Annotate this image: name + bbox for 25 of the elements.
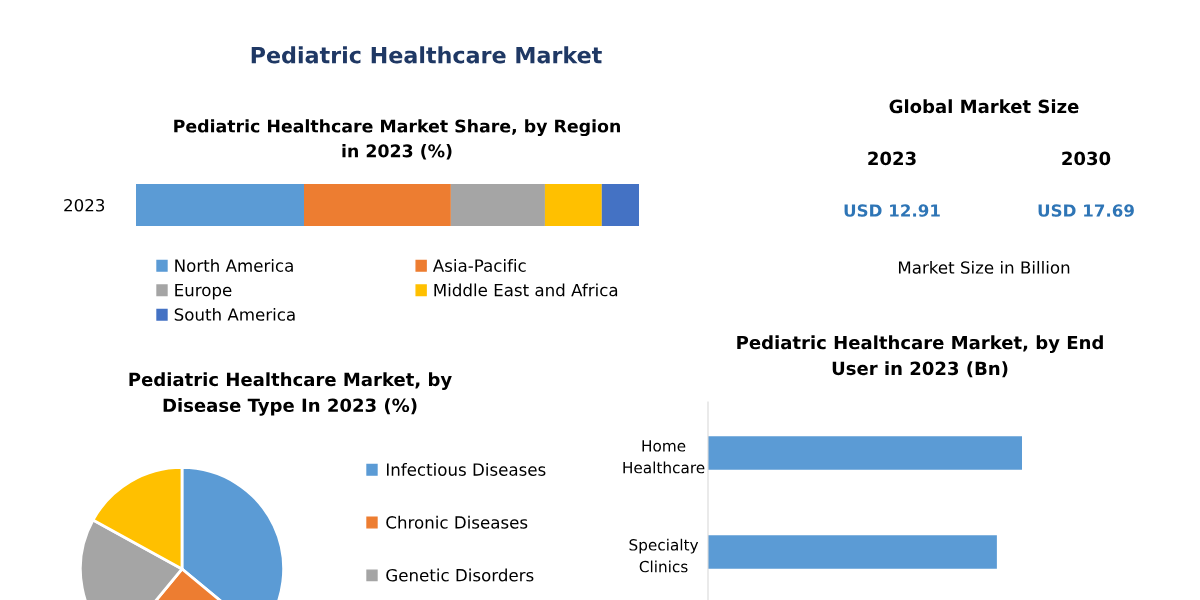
chart-title: Pediatric Healthcare Market, by End User in 2023 (Bn) xyxy=(737,335,1103,378)
legend-label: Genetic Disorders xyxy=(386,568,534,582)
chart-title: Pediatric Healthcare Market, by Disease Type In 2023 (%) xyxy=(129,372,452,416)
legend-label: Chronic Diseases xyxy=(386,515,528,529)
text: Global Market Size xyxy=(889,99,1079,114)
legend-label: Infectious Diseases xyxy=(386,463,546,476)
text: USD 12.91 xyxy=(844,204,940,217)
y-tick-label: Home Healthcare xyxy=(623,440,705,474)
legend-label: Asia-Pacific xyxy=(432,259,526,272)
text: Pediatric Healthcare Market xyxy=(251,46,602,64)
bar xyxy=(601,184,639,226)
legend-label: South America xyxy=(174,307,295,321)
legend-label: Europe xyxy=(175,283,232,300)
text: Market Size in Billion xyxy=(898,260,1070,274)
bar xyxy=(304,184,451,226)
bar xyxy=(544,184,602,226)
legend-label: Middle East and Africa xyxy=(434,283,618,297)
y-tick-label: Specialty Clinics xyxy=(629,538,699,573)
category-label: 2023 xyxy=(64,198,105,212)
text: USD 17.69 xyxy=(1038,204,1134,217)
bar xyxy=(450,184,545,226)
category-label: 2030 xyxy=(1062,151,1111,166)
text: Pediatric Healthcare Market Share, by Region in 2023 (%) xyxy=(174,119,620,160)
bar xyxy=(136,184,304,226)
legend-label: North America xyxy=(175,259,293,272)
